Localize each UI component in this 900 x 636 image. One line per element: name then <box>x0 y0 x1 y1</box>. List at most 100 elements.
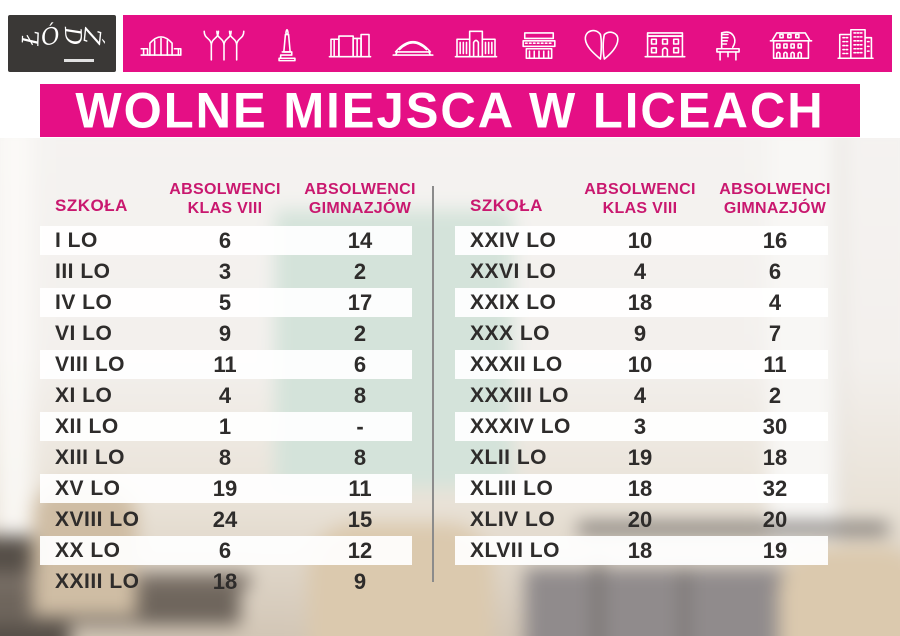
school-name: XXIV LO <box>470 228 557 252</box>
table-row: XXXIII LO 4 2 <box>455 381 828 410</box>
klas-viii-value: 11 <box>213 351 237 377</box>
power-plant-icon <box>522 31 556 59</box>
monument-icon <box>277 28 296 61</box>
chair-leg-shape <box>682 568 687 636</box>
table-row: XXIX LO 18 4 <box>455 288 828 317</box>
gimnazjow-value: 2 <box>768 382 782 408</box>
lodz-city-logo: ŁÓDŹ <box>8 15 116 72</box>
school-name: XII LO <box>55 414 119 438</box>
page-title: WOLNE MIEJSCA W LICEACH <box>75 82 825 139</box>
manor-house-icon <box>769 31 813 59</box>
ec1-buildings-icon <box>328 33 372 57</box>
klas-viii-value: 18 <box>212 568 238 594</box>
school-name: XXIX LO <box>470 290 557 314</box>
header-klas-viii: ABSOLWENCI KLAS VIII <box>169 181 281 217</box>
table-divider <box>432 186 434 582</box>
lodz-logo-text: ŁÓDŹ <box>18 22 106 52</box>
table-row: XXIV LO 10 16 <box>455 226 828 255</box>
school-name: XXXII LO <box>470 352 563 376</box>
klas-viii-value: 24 <box>212 506 238 532</box>
gimnazjow-value: 20 <box>762 506 788 532</box>
gimnazjow-value: 6 <box>768 258 782 284</box>
table-row: XII LO 1 - <box>40 412 412 441</box>
school-name: XXVI LO <box>470 259 557 283</box>
klas-viii-value: 18 <box>627 537 653 563</box>
office-towers-icon <box>837 28 875 59</box>
table-row: VI LO 9 2 <box>40 319 412 348</box>
table-row: XXVI LO 4 6 <box>455 257 828 286</box>
table-row: I LO 6 14 <box>40 226 412 255</box>
table-row: XI LO 4 8 <box>40 381 412 410</box>
school-name: XXXIII LO <box>470 383 570 407</box>
chair-sculpture-icon <box>716 30 741 61</box>
gimnazjow-value: 7 <box>768 320 782 346</box>
gimnazjow-value: 9 <box>353 568 367 594</box>
leaf-heart-icon <box>584 29 619 60</box>
gimnazjow-value: 11 <box>763 351 787 377</box>
klas-viii-value: 1 <box>218 413 232 439</box>
school-name: XI LO <box>55 383 113 407</box>
palace-icon <box>644 31 686 57</box>
top-bar: ŁÓDŹ <box>0 0 900 80</box>
school-name: XXXIV LO <box>470 414 571 438</box>
klas-viii-value: 4 <box>218 382 232 408</box>
klas-viii-value: 5 <box>218 289 232 315</box>
table-row: XLIV LO 20 20 <box>455 505 828 534</box>
header-school: SZKOŁA <box>470 196 543 215</box>
klas-viii-value: 4 <box>633 258 647 284</box>
school-name: VIII LO <box>55 352 126 376</box>
table-row: XX LO 6 12 <box>40 536 412 565</box>
gimnazjow-value: 4 <box>768 289 782 315</box>
klas-viii-value: 8 <box>218 444 232 470</box>
right-table-rows: XXIV LO 10 16 XXVI LO 4 6 XXIX LO 18 4 X… <box>455 226 828 565</box>
school-name: III LO <box>55 259 111 283</box>
klas-viii-value: 18 <box>627 475 653 501</box>
gimnazjow-value: - <box>356 413 364 439</box>
school-name: XIII LO <box>55 445 126 469</box>
klas-viii-value: 9 <box>633 320 647 346</box>
table-row: XLVII LO 18 19 <box>455 536 828 565</box>
gimnazjow-value: 15 <box>347 506 373 532</box>
school-name: XXX LO <box>470 321 551 345</box>
gimnazjow-value: 6 <box>353 351 367 377</box>
school-name: VI LO <box>55 321 113 345</box>
header-gimnazjow: ABSOLWENCI GIMNAZJÓW <box>304 181 416 217</box>
header-school: SZKOŁA <box>55 196 128 215</box>
table-row: XIII LO 8 8 <box>40 443 412 472</box>
left-table-header: SZKOŁA ABSOLWENCI KLAS VIII ABSOLWENCI G… <box>40 170 415 220</box>
klas-viii-value: 4 <box>633 382 647 408</box>
unicorn-stable-icon <box>203 30 245 61</box>
table-row: IV LO 5 17 <box>40 288 412 317</box>
table-row: XXXIV LO 3 30 <box>455 412 828 441</box>
gimnazjow-value: 2 <box>353 258 367 284</box>
gimnazjow-value: 30 <box>762 413 788 439</box>
klas-viii-value: 19 <box>627 444 653 470</box>
logo-tagline-strip <box>64 59 94 62</box>
klas-viii-value: 9 <box>218 320 232 346</box>
school-name: XLII LO <box>470 445 547 469</box>
school-name: XLIV LO <box>470 507 556 531</box>
table-row: XLIII LO 18 32 <box>455 474 828 503</box>
gimnazjow-value: 19 <box>762 537 788 563</box>
table-row: XLII LO 19 18 <box>455 443 828 472</box>
door-seam-shape <box>838 138 842 558</box>
left-table: SZKOŁA ABSOLWENCI KLAS VIII ABSOLWENCI G… <box>40 170 415 598</box>
school-name: XXIII LO <box>55 569 140 593</box>
klas-viii-value: 3 <box>218 258 232 284</box>
arena-icon <box>392 40 434 56</box>
train-station-icon <box>139 35 182 56</box>
right-table: SZKOŁA ABSOLWENCI KLAS VIII ABSOLWENCI G… <box>455 170 830 567</box>
klas-viii-value: 10 <box>627 227 653 253</box>
gimnazjow-value: 14 <box>347 227 373 253</box>
klas-viii-value: 20 <box>627 506 653 532</box>
school-name: XLVII LO <box>470 538 560 562</box>
table-row: XVIII LO 24 15 <box>40 505 412 534</box>
klas-viii-value: 6 <box>218 227 232 253</box>
left-table-rows: I LO 6 14 III LO 3 2 IV LO 5 17 VI LO 9 … <box>40 226 412 596</box>
klas-viii-value: 6 <box>218 537 232 563</box>
table-row: XV LO 19 11 <box>40 474 412 503</box>
table-row: XXIII LO 18 9 <box>40 567 412 596</box>
gimnazjow-value: 8 <box>353 444 367 470</box>
klas-viii-value: 3 <box>633 413 647 439</box>
klas-viii-value: 19 <box>212 475 238 501</box>
